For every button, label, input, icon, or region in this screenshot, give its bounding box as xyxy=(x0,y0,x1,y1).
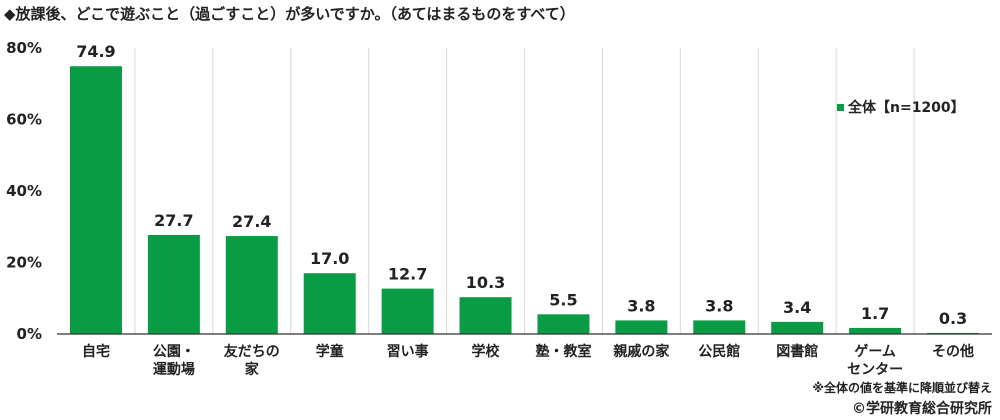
y-tick-label: 40% xyxy=(6,182,42,200)
category-label: 学童 xyxy=(316,343,344,360)
data-label: 27.4 xyxy=(232,212,271,231)
bar xyxy=(615,320,668,334)
data-label: 27.7 xyxy=(154,211,193,230)
data-label: 10.3 xyxy=(466,273,505,292)
category-label: ゲームセンター xyxy=(847,343,903,378)
bar xyxy=(69,66,122,335)
data-label: 3.4 xyxy=(783,298,811,317)
category-label: 公民館 xyxy=(698,343,740,360)
copyright-credit: ©学研教育総合研究所 xyxy=(852,401,992,417)
data-label: 74.9 xyxy=(76,42,115,61)
bar xyxy=(459,297,512,334)
y-tick-label: 0% xyxy=(17,325,42,343)
category-label: 学校 xyxy=(472,343,501,360)
legend-label: 全体【n=1200】 xyxy=(847,99,965,116)
category-label: 親戚の家 xyxy=(613,343,670,360)
data-label: 3.8 xyxy=(705,296,733,315)
data-label: 1.7 xyxy=(861,304,889,323)
chart-title: ◆放課後、どこで遊ぶこと（過ごすこと）が多いですか。（あてはまるものをすべて） xyxy=(4,5,575,23)
bar xyxy=(303,273,356,334)
category-label: その他 xyxy=(932,343,974,360)
data-label: 17.0 xyxy=(310,249,349,268)
bar xyxy=(537,314,590,334)
category-label: 自宅 xyxy=(82,343,110,360)
y-tick-label: 80% xyxy=(6,39,42,57)
bar xyxy=(225,236,278,334)
bar xyxy=(147,234,200,334)
bar xyxy=(381,288,434,334)
bar xyxy=(849,327,902,334)
data-label: 3.8 xyxy=(627,296,655,315)
bar xyxy=(771,321,824,334)
category-label: 図書館 xyxy=(776,343,818,360)
category-label: 塾・教室 xyxy=(535,343,591,360)
y-tick-label: 60% xyxy=(6,111,42,129)
y-tick-label: 20% xyxy=(6,254,42,272)
sort-note: ※全体の値を基準に降順並び替え xyxy=(812,381,992,395)
category-label: 習い事 xyxy=(387,343,429,360)
legend-swatch xyxy=(837,104,844,111)
bar xyxy=(693,320,746,334)
data-label: 0.3 xyxy=(939,309,967,328)
data-label: 12.7 xyxy=(388,265,427,284)
category-label: 友だちの家 xyxy=(224,343,280,378)
data-label: 5.5 xyxy=(549,290,577,309)
category-label: 公園・運動場 xyxy=(153,344,195,378)
